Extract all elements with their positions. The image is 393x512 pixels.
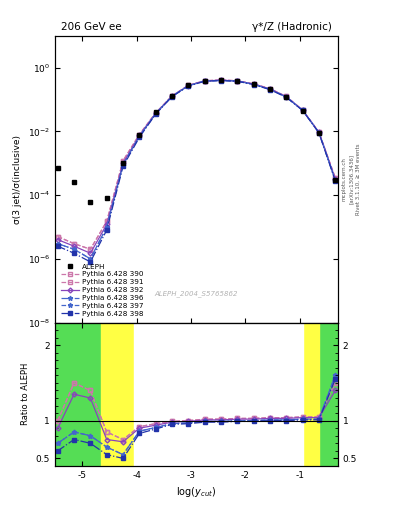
ALEPH bbox=[121, 160, 125, 166]
ALEPH bbox=[170, 93, 174, 99]
ALEPH bbox=[268, 86, 272, 92]
ALEPH bbox=[105, 195, 109, 201]
ALEPH bbox=[235, 78, 240, 84]
Text: mcplots.cern.ch: mcplots.cern.ch bbox=[342, 157, 346, 201]
ALEPH bbox=[153, 109, 158, 115]
Text: [arXiv:1306.3436]: [arXiv:1306.3436] bbox=[349, 154, 353, 204]
Text: ALEPH_2004_S5765862: ALEPH_2004_S5765862 bbox=[155, 290, 238, 297]
ALEPH bbox=[72, 179, 76, 185]
ALEPH bbox=[333, 177, 338, 183]
ALEPH bbox=[317, 130, 321, 136]
Bar bbox=[101, 323, 134, 466]
ALEPH bbox=[251, 81, 256, 88]
Bar bbox=[55, 323, 338, 466]
Legend: ALEPH, Pythia 6.428 390, Pythia 6.428 391, Pythia 6.428 392, Pythia 6.428 396, P: ALEPH, Pythia 6.428 390, Pythia 6.428 39… bbox=[59, 262, 145, 319]
Y-axis label: σ(3 jet)/σ(inclusive): σ(3 jet)/σ(inclusive) bbox=[13, 135, 22, 224]
ALEPH bbox=[284, 94, 288, 100]
Y-axis label: Ratio to ALEPH: Ratio to ALEPH bbox=[21, 363, 30, 425]
X-axis label: $\mathrm{log}(y_{cut})$: $\mathrm{log}(y_{cut})$ bbox=[176, 485, 217, 499]
Line: ALEPH: ALEPH bbox=[56, 78, 337, 204]
Text: Rivet 3.1.10, ≥ 3M events: Rivet 3.1.10, ≥ 3M events bbox=[356, 143, 360, 215]
ALEPH bbox=[300, 108, 305, 114]
ALEPH bbox=[202, 78, 207, 84]
ALEPH bbox=[88, 199, 93, 205]
ALEPH bbox=[186, 82, 191, 89]
ALEPH bbox=[55, 165, 60, 172]
Text: 206 GeV ee: 206 GeV ee bbox=[61, 22, 121, 32]
Bar bbox=[134, 323, 303, 466]
Bar bbox=[303, 323, 319, 466]
Text: γ*/Z (Hadronic): γ*/Z (Hadronic) bbox=[252, 22, 332, 32]
ALEPH bbox=[137, 132, 142, 138]
ALEPH bbox=[219, 77, 223, 83]
